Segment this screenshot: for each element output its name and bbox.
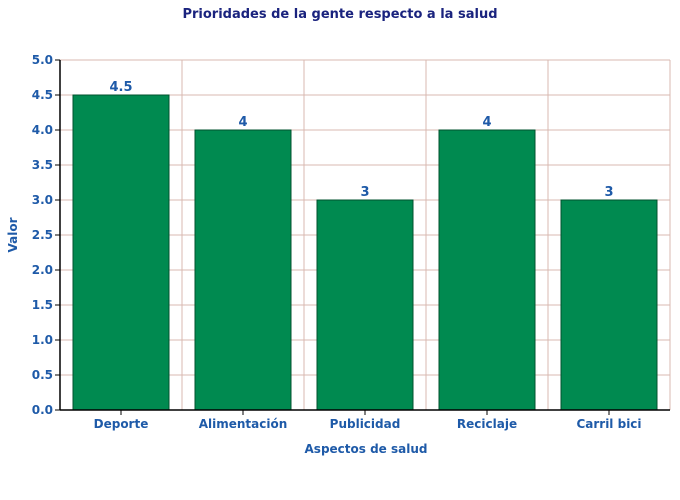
y-axis-label: Valor [6,217,20,252]
chart-title: Prioridades de la gente respecto a la sa… [182,7,497,22]
y-tick-label: 3.0 [32,193,53,207]
x-axis-label: Aspectos de salud [305,442,428,456]
bar [194,129,292,411]
y-tick-label: 2.0 [32,263,53,277]
y-tick-label: 5.0 [32,53,53,67]
y-tick-label: 1.5 [32,298,53,312]
x-tick-label: Reciclaje [457,417,517,431]
y-tick-label: 4.0 [32,123,53,137]
bar [316,199,414,411]
y-tick-label: 2.5 [32,228,53,242]
y-tick-label: 1.0 [32,333,53,347]
bar [72,94,170,411]
data-label: 3 [604,185,613,200]
y-tick-label: 3.5 [32,158,53,172]
y-tick-label: 0.0 [32,403,53,417]
x-tick-label: Publicidad [330,417,401,431]
bars [72,94,658,411]
bar [560,199,658,411]
x-tick-label: Deporte [94,417,149,431]
axes [55,59,670,415]
x-tick-label: Carril bici [576,417,641,431]
data-label: 4.5 [109,80,132,95]
labels: 0.0 0.5 1.0 1.5 2.0 2.5 3.0 3.5 4.0 4.5 5.0 4.5 Depo… [32,53,642,431]
y-tick-label: 4.5 [32,88,53,102]
y-tick-label: 0.5 [32,368,53,382]
data-label: 3 [360,185,369,200]
bar [438,129,536,411]
data-label: 4 [482,115,491,130]
data-label: 4 [238,115,247,130]
x-tick-label: Alimentación [199,417,288,431]
